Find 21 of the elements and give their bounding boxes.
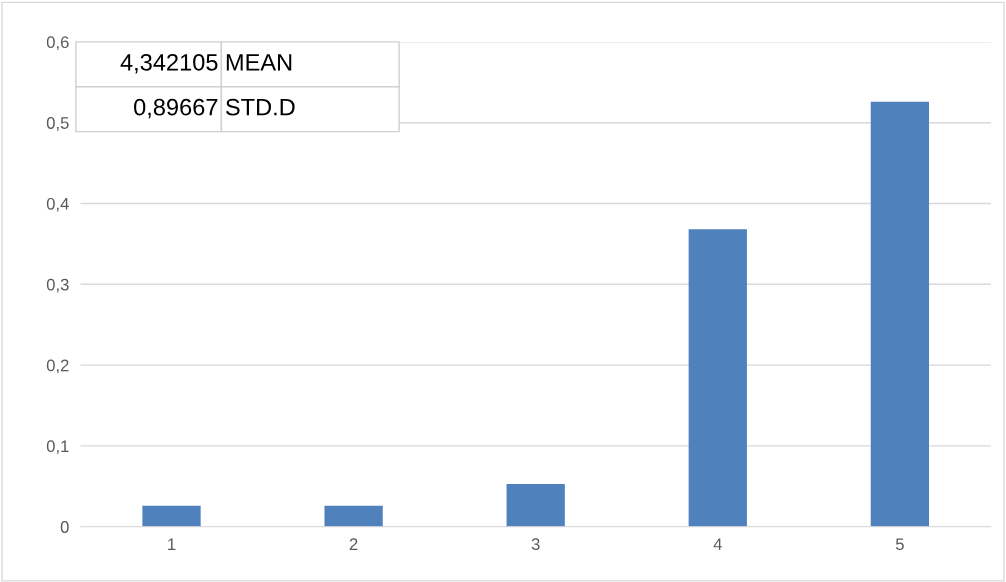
- annotation: MEAN: [226, 54, 292, 71]
- annotation: 4,342105: [120, 53, 218, 74]
- x-tick-label: 1: [168, 538, 176, 550]
- bar: [506, 483, 565, 527]
- bar: [870, 101, 929, 527]
- y-tick-label: 0: [60, 521, 69, 533]
- y-tick-label: 0,4: [46, 197, 69, 212]
- bar: [324, 505, 383, 527]
- bar: [142, 505, 201, 527]
- x-tick-label: 5: [895, 538, 904, 551]
- y-tick-label: 0,2: [46, 359, 69, 374]
- annotation: 0,89667: [134, 98, 218, 119]
- x-tick-label: 3: [531, 538, 540, 551]
- bar: [688, 229, 747, 527]
- y-tick-label: 0,1: [46, 440, 69, 455]
- annotation: STD.D: [226, 98, 295, 116]
- y-tick-label: 0,6: [46, 36, 69, 51]
- y-tick-label: 0,3: [46, 278, 69, 293]
- y-tick-label: 0,5: [46, 117, 69, 131]
- x-tick-label: 4: [713, 538, 722, 550]
- x-tick-label: 2: [349, 538, 358, 550]
